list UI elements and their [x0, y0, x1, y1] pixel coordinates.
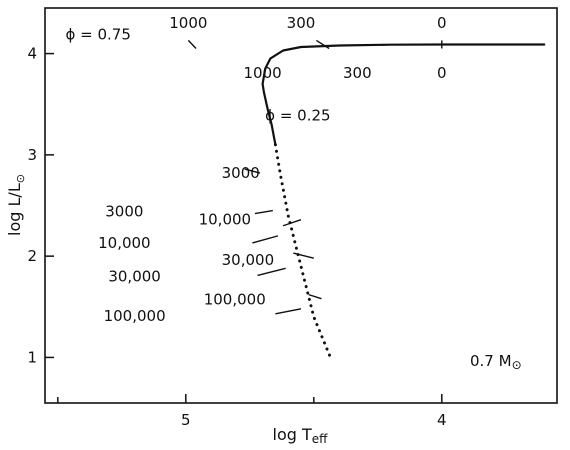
y-axis-label-sun: ⊙: [14, 174, 27, 183]
x-tick-label: 5: [181, 411, 191, 429]
y-axis-label: log L/L⊙: [5, 174, 27, 236]
track-tick: [252, 235, 279, 244]
x-tick-label: 4: [437, 411, 447, 429]
solid-track: [261, 43, 546, 146]
track-tick: [282, 219, 302, 227]
x-axis-label: log Teff: [273, 425, 329, 446]
track-label: 1000: [169, 14, 207, 32]
y-tick-label: 3: [27, 146, 37, 164]
mass-label: 0.7 M⊙: [470, 352, 522, 372]
track-label: 300: [287, 14, 316, 32]
y-tick-label: 2: [27, 247, 37, 265]
evolution-tracks: [261, 43, 546, 362]
track-label: 100,000: [104, 307, 166, 325]
track-tick: [254, 209, 273, 215]
track-label: 1000: [244, 64, 282, 82]
mass-label-main: 0.7 M: [470, 352, 512, 370]
track-label: ϕ = 0.25: [265, 106, 330, 124]
track-tick: [315, 39, 330, 50]
track-label: ϕ = 0.75: [65, 25, 130, 43]
mass-label-sun: ⊙: [512, 358, 522, 372]
track-tick: [187, 39, 197, 49]
track-label: 100,000: [204, 291, 266, 309]
track-label: 0: [437, 14, 447, 32]
y-tick-label: 4: [27, 45, 37, 63]
x-axis-label-sub: eff: [312, 432, 328, 446]
y-axis-label-main: log L/L: [5, 183, 24, 236]
track-label: 0: [437, 64, 447, 82]
track-label: 3000: [222, 164, 260, 182]
track-label: 30,000: [222, 251, 275, 269]
y-tick-label: 1: [27, 348, 37, 366]
dotted-track: [273, 143, 334, 362]
track-tick: [308, 293, 322, 300]
track-label: 10,000: [199, 211, 252, 229]
track-tick: [275, 308, 302, 315]
x-axis-label-main: log T: [273, 425, 312, 444]
track-tick: [257, 267, 286, 277]
plot-frame: [44, 7, 558, 404]
track-tick-marks: [187, 39, 443, 315]
track-tick: [244, 168, 261, 174]
track-tick: [293, 252, 314, 259]
track-label: 3000: [105, 203, 143, 221]
track-label: 30,000: [108, 267, 161, 285]
axis-ticks: 5 4 1 2 3 4: [27, 45, 446, 429]
track-label: 10,000: [98, 234, 151, 252]
track-label: 300: [343, 64, 372, 82]
